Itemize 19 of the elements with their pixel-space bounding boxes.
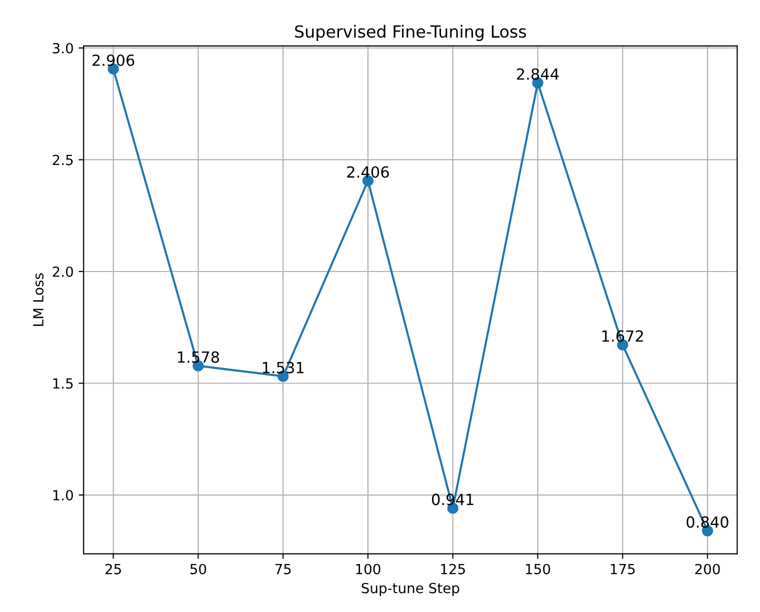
y-tick-label: 2.0 (52, 266, 73, 277)
data-label: 2.906 (92, 54, 134, 66)
x-tick-label: 25 (105, 564, 121, 574)
x-tick-label: 175 (610, 564, 635, 574)
data-label: 2.406 (347, 166, 389, 178)
x-tick-label: 100 (356, 564, 380, 574)
x-tick-label: 50 (190, 564, 206, 574)
y-axis-title: LM Loss (33, 273, 44, 326)
data-label: 2.844 (516, 68, 559, 80)
x-axis-title: Sup-tune Step (362, 582, 460, 596)
x-tick-label: 150 (526, 564, 550, 574)
x-tick-label: 200 (695, 564, 720, 574)
y-tick-label: 3.0 (52, 42, 73, 54)
x-tick-label: 125 (441, 564, 465, 574)
x-tick-label: 75 (275, 564, 291, 574)
y-tick-label: 1.0 (53, 490, 73, 500)
y-tick-label: 1.5 (53, 378, 73, 389)
chart-title: Supervised Fine-Tuning Loss (295, 24, 526, 42)
y-tick-label: 2.5 (52, 154, 73, 166)
